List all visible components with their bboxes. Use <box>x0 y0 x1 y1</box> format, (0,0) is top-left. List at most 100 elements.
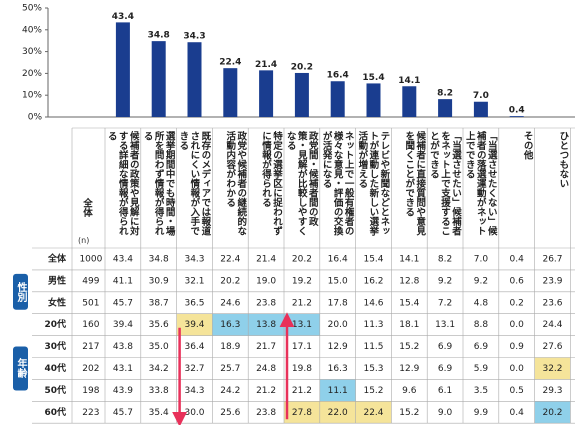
cell: 15.3 <box>363 364 383 374</box>
column-header: 特定の選挙区に捉われずに情報が得られる <box>259 131 282 236</box>
bar <box>438 99 453 117</box>
value-label: 21.4 <box>255 60 277 70</box>
group-label: 性別 <box>15 281 26 302</box>
cell: 0.0 <box>510 320 525 330</box>
cell: 12.8 <box>399 276 419 286</box>
row-label: 40代 <box>44 362 66 374</box>
cell: 35.4 <box>149 408 169 418</box>
cell: 12.9 <box>328 342 348 352</box>
bar <box>509 116 524 117</box>
cell: 9.9 <box>474 408 489 418</box>
cell: 17.1 <box>292 342 312 352</box>
column-header: 「当選させたくない」候補者の落選運動がネット上でできる <box>463 131 497 236</box>
row-label: 30代 <box>44 340 66 352</box>
cell: 21.7 <box>256 342 276 352</box>
cell: 11.5 <box>363 342 383 352</box>
cell: 27.8 <box>292 408 312 418</box>
cell: 0.2 <box>510 298 524 308</box>
y-tick-label: 10% <box>22 91 42 101</box>
value-label: 43.4 <box>112 12 134 22</box>
cell: 5.9 <box>474 364 489 374</box>
highlight-cell <box>248 313 284 336</box>
value-label: 0.4 <box>509 106 525 116</box>
cell: 6.9 <box>438 342 453 352</box>
column-header: 候補者に直接質問や意見を聞くことができる <box>403 131 426 236</box>
cell: 0.0 <box>510 364 525 374</box>
cell: 45.7 <box>113 408 133 418</box>
cell: 6.1 <box>438 386 452 396</box>
cell: 19.8 <box>292 364 312 374</box>
row-label: 全体 <box>47 252 67 264</box>
bar <box>330 81 345 117</box>
value-label: 15.4 <box>362 73 384 83</box>
cell: 30.0 <box>184 408 204 418</box>
cell: 24.4 <box>542 320 562 330</box>
cell: 24.2 <box>220 386 240 396</box>
cell: 9.0 <box>438 408 453 418</box>
n-label: (n) <box>78 236 90 245</box>
cell: 22.0 <box>328 408 348 418</box>
cell: 9.6 <box>402 386 417 396</box>
cell: 7.2 <box>438 298 452 308</box>
row-label: 20代 <box>44 318 66 330</box>
column-header: その他 <box>521 131 533 160</box>
cell: 0.9 <box>510 342 525 352</box>
cell: 13.8 <box>256 320 276 330</box>
cell: 16.2 <box>363 276 383 286</box>
highlight-cell <box>319 379 356 402</box>
group-box <box>13 273 28 310</box>
cell: 11.1 <box>328 386 348 396</box>
bar <box>259 70 274 117</box>
bar <box>366 83 381 117</box>
cell: 32.2 <box>542 364 562 374</box>
n-value: 160 <box>82 320 99 330</box>
cell: 17.8 <box>328 298 348 308</box>
bar <box>402 86 417 117</box>
cell: 39.4 <box>184 320 204 330</box>
bar <box>223 68 238 117</box>
cell: 0.4 <box>510 408 525 418</box>
cell: 43.4 <box>113 254 133 264</box>
cell: 34.3 <box>184 254 204 264</box>
cell: 32.7 <box>184 364 204 374</box>
value-label: 8.2 <box>437 89 453 99</box>
group-label: 年齢 <box>15 358 26 379</box>
column-header: 政党間・候補者間の政策・見解が比較しやすくなる <box>284 131 318 236</box>
cell: 20.0 <box>328 320 348 330</box>
cell: 9.2 <box>474 276 488 286</box>
highlight-cell <box>176 313 213 336</box>
bar <box>294 72 309 117</box>
highlight-cell <box>534 401 571 424</box>
cell: 3.5 <box>474 386 488 396</box>
cell: 43.1 <box>113 364 133 374</box>
column-header: 政党や候補者の継続的な活動内容がわかる <box>224 131 247 236</box>
cell: 34.3 <box>184 386 204 396</box>
cell: 22.4 <box>363 408 383 418</box>
cell: 35.6 <box>149 320 169 330</box>
cell: 23.8 <box>256 408 276 418</box>
cell: 24.8 <box>256 364 276 374</box>
cell: 0.4 <box>510 254 525 264</box>
cell: 25.6 <box>220 408 240 418</box>
cell: 36.4 <box>184 342 204 352</box>
cell: 38.7 <box>149 298 169 308</box>
cell: 27.6 <box>542 342 562 352</box>
cell: 35.0 <box>149 342 169 352</box>
cell: 16.4 <box>328 254 348 264</box>
cell: 34.8 <box>149 254 169 264</box>
y-tick-label: 0% <box>28 113 43 123</box>
column-header: 候補者の政策や見解に対する詳細な情報が得られる <box>105 131 139 236</box>
value-label: 22.4 <box>219 58 241 68</box>
cell: 21.2 <box>256 386 276 396</box>
highlight-cell <box>534 357 571 380</box>
cell: 13.1 <box>435 320 455 330</box>
cell: 18.1 <box>399 320 419 330</box>
highlight-cell <box>212 313 249 336</box>
cell: 4.8 <box>474 298 489 308</box>
column-header: ネット上で一般有権者の様々な意見・評価の交換が活発になる <box>320 131 354 236</box>
value-label: 14.1 <box>398 76 420 86</box>
n-value: 217 <box>82 342 99 352</box>
cell: 9.2 <box>438 276 452 286</box>
